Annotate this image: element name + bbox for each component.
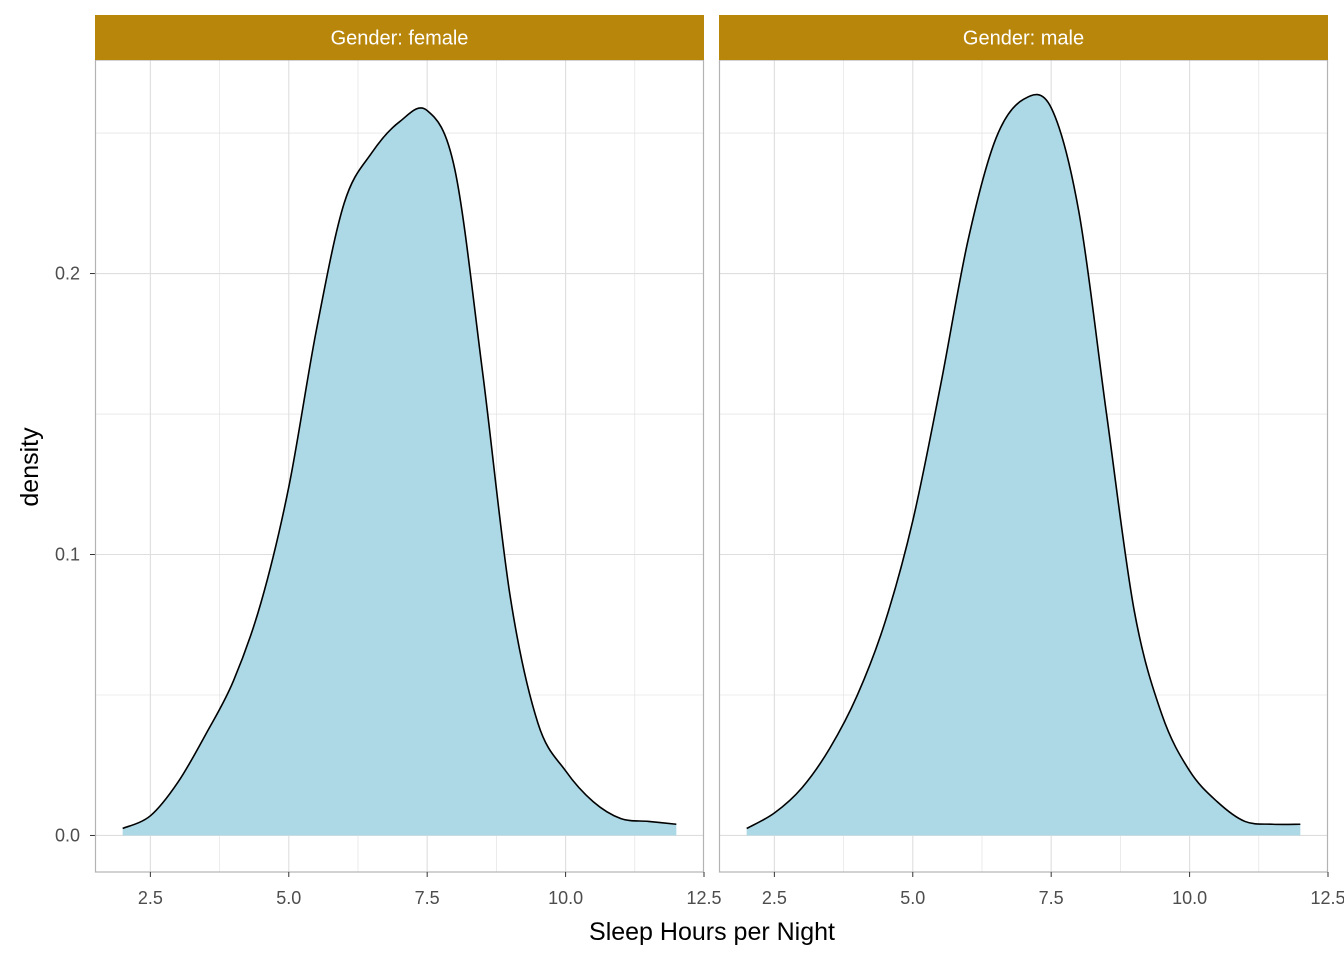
x-tick-label: 7.5	[1039, 888, 1064, 908]
x-tick-label: 2.5	[762, 888, 787, 908]
y-tick-label: 0.1	[55, 545, 80, 565]
y-tick-label: 0.2	[55, 264, 80, 284]
facet-panel-0: Gender: female 2.5 5.0 7.5 10.0 12.5	[94, 15, 722, 908]
density-area	[746, 94, 1301, 836]
facet-panel-1: Gender: male 2.5 5.0 7.5 10.0 12.5	[718, 15, 1344, 908]
facet-strip	[719, 15, 1328, 60]
density-area	[122, 107, 677, 836]
x-tick-label: 12.5	[686, 888, 721, 908]
x-tick-label: 2.5	[138, 888, 163, 908]
x-axis-title: Sleep Hours per Night	[589, 918, 835, 946]
density-line	[746, 93, 1301, 830]
x-tick-label: 10.0	[548, 888, 583, 908]
x-tick-label: 5.0	[900, 888, 925, 908]
x-tick-label: 5.0	[276, 888, 301, 908]
density-line	[122, 107, 677, 830]
facet-strip-label: Gender: female	[331, 28, 469, 50]
facet-strip-label: Gender: male	[963, 28, 1084, 50]
x-tick-label: 7.5	[415, 888, 440, 908]
y-tick-label: 0.0	[55, 825, 80, 845]
x-tick-label: 12.5	[1310, 888, 1344, 908]
facet-strip	[95, 15, 704, 60]
y-axis-title: density	[16, 427, 44, 507]
x-tick-label: 10.0	[1172, 888, 1207, 908]
